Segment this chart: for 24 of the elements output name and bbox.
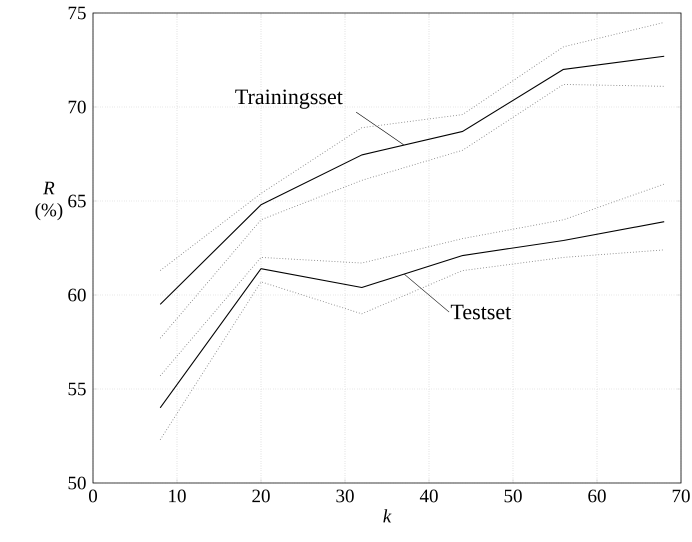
x-tick-label: 10 (169, 490, 186, 502)
x-tick-label: 70 (672, 490, 690, 502)
text: Trainingsset (235, 89, 343, 109)
line-series (160, 184, 665, 376)
y-tick-label: 75 (68, 6, 86, 20)
line-series (160, 56, 665, 305)
y-tick-label: 65 (68, 194, 86, 208)
x-tick-label: 50 (504, 490, 522, 502)
y-tick-label: 55 (68, 382, 86, 396)
y-tick-label: 70 (68, 100, 86, 114)
x-tick-label: 40 (420, 490, 438, 502)
line-series (160, 221, 665, 408)
line-series (160, 22, 665, 272)
series-label: Testset (450, 304, 512, 320)
x-tick-label: 60 (588, 490, 606, 502)
x-tick-label: 30 (336, 490, 354, 502)
x-axis-title: k (383, 509, 392, 522)
y-tick-label: 60 (68, 288, 86, 302)
line-series (160, 84, 665, 339)
y-axis-title: R (%) (35, 182, 62, 220)
y-tick-label: 50 (68, 476, 86, 490)
line-series (160, 249, 665, 440)
x-tick-label: 0 (88, 490, 98, 502)
x-tick-label: 20 (252, 490, 270, 502)
